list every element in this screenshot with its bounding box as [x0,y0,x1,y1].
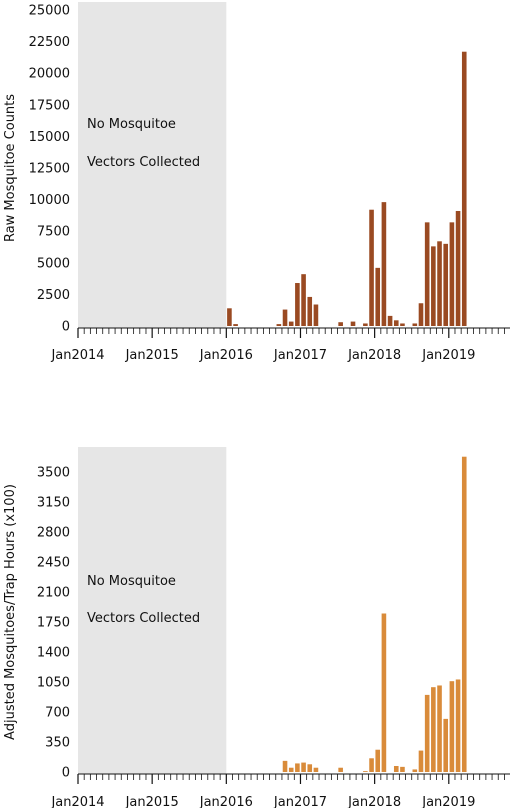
bar [282,760,288,772]
bar [393,766,399,772]
bar [276,324,282,326]
bar [307,764,313,772]
bar [301,762,306,772]
y-tick-label: 3150 [37,496,70,511]
y-tick-label: 0 [62,320,70,335]
bar [313,767,319,772]
bar [455,210,461,326]
bar [295,283,300,326]
x-tick-label: Jan2014 [50,795,104,808]
bar [288,321,294,326]
y-tick-label: 1050 [37,676,70,691]
bar [437,685,442,772]
bar [418,750,424,772]
bar [375,267,381,326]
bar [437,241,442,326]
bar [307,296,313,326]
bar [461,51,467,327]
y-tick-label: 2500 [37,288,70,303]
bar [369,209,374,326]
bar [400,323,405,326]
x-tick-label: Jan2019 [421,348,475,363]
bar [381,202,387,326]
x-tick-label: Jan2016 [199,348,253,363]
bar [375,749,381,772]
bar [350,321,356,326]
bar [295,763,300,772]
y-tick-label: 1750 [37,616,70,631]
y-tick-label: 17500 [29,98,70,113]
bar [431,687,436,772]
bar [400,766,405,772]
x-tick-label: Jan2017 [273,795,327,808]
bar [363,771,368,772]
y-tick-label: 5000 [37,256,70,271]
no-data-note-line: No Mosquitoe [87,574,176,589]
y-tick-label: 25000 [29,4,70,19]
y-tick-label: 700 [45,706,70,721]
bar [387,315,393,326]
no-data-note-line: No Mosquitoe [87,117,176,132]
bar [393,320,399,326]
bar [449,681,455,772]
bar [363,323,368,326]
bar [313,304,319,326]
y-tick-label: 2450 [37,556,70,571]
y-tick-label: 22500 [29,35,70,50]
bar [461,456,467,772]
no-data-region [78,447,227,774]
y-tick-label: 0 [62,766,70,781]
x-tick-label: Jan2015 [125,348,179,363]
bar [418,303,424,326]
y-tick-label: 2800 [37,526,70,541]
x-tick-label: Jan2016 [199,795,253,808]
y-tick-label: 12500 [29,162,70,177]
y-tick-label: 20000 [29,67,70,82]
bar [338,322,343,326]
no-data-note-line: Vectors Collected [87,611,200,626]
bar [424,694,430,772]
y-tick-label: 15000 [29,130,70,145]
bar [455,679,461,772]
x-tick-label: Jan2017 [273,348,327,363]
no-data-region [78,2,227,328]
bar [301,274,306,326]
x-tick-label: Jan2015 [125,795,179,808]
y-tick-label: 7500 [37,225,70,240]
x-tick-label: Jan2018 [347,348,401,363]
x-tick-label: Jan2019 [421,795,475,808]
y-tick-label: 10000 [29,193,70,208]
y-tick-label: 2100 [37,586,70,601]
bar [443,243,449,326]
bar [424,222,430,326]
no-data-note-line: Vectors Collected [87,155,200,170]
bar [449,222,455,326]
bar [233,324,238,326]
y-tick-label: 1400 [37,646,70,661]
y-axis-label: Adjusted Mosquitoes/Trap Hours (x100) [3,484,18,740]
bar [369,758,374,772]
y-tick-label: 350 [45,736,70,751]
x-tick-label: Jan2014 [50,348,104,363]
bar [443,718,449,772]
bar [227,308,232,326]
bar [412,323,418,326]
bar [282,309,288,326]
bar [412,769,418,772]
bar [381,613,387,772]
x-tick-label: Jan2018 [347,795,401,808]
bar [431,246,436,326]
bar [288,767,294,772]
y-axis-label: Raw Mosquitoe Counts [3,94,18,242]
bar [338,767,343,772]
y-tick-label: 3500 [37,466,70,481]
